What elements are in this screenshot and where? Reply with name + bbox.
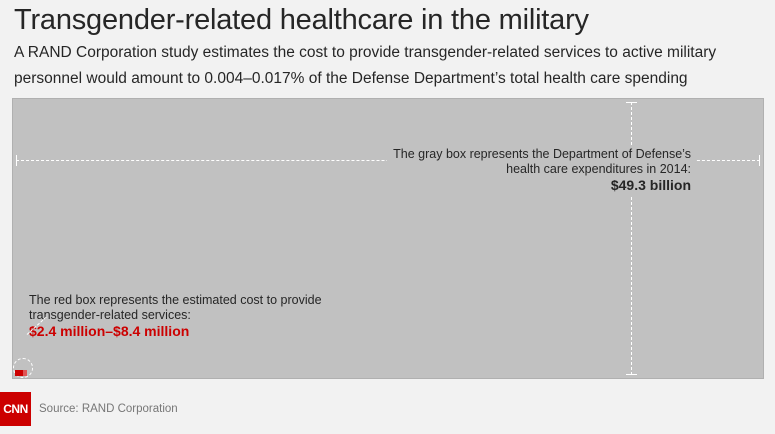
source-note: Source: RAND Corporation [39, 403, 178, 415]
gray-box-annotation: The gray box represents the Department o… [387, 145, 695, 195]
red-box-transgender-cost [15, 370, 23, 376]
red-box-value-sep: – [105, 323, 114, 339]
red-box-range-extension [23, 370, 27, 376]
red-box-label: The red box represents the estimated cos… [29, 293, 322, 322]
chart-title: Transgender-related healthcare in the mi… [14, 4, 589, 36]
cnn-logo: CNN [0, 392, 31, 426]
red-box-value: $2.4 million–$8.4 million [29, 324, 329, 339]
width-tick-left [16, 155, 17, 166]
height-tick-bottom [626, 374, 637, 375]
height-tick-top [626, 102, 637, 103]
width-tick-right [759, 155, 760, 166]
gray-box-dod-spending: The gray box represents the Department o… [12, 98, 764, 379]
height-dimension-line [631, 102, 632, 375]
red-box-value-high: $8.4 million [113, 323, 190, 339]
red-box-value-low: $2.4 million [29, 323, 106, 339]
red-box-highlight-circle [13, 358, 33, 378]
gray-box-value: $49.3 billion [610, 177, 691, 193]
gray-box-label: The gray box represents the Department o… [393, 147, 691, 176]
chart-subtitle: A RAND Corporation study estimates the c… [14, 44, 717, 87]
red-box-annotation: The red box represents the estimated cos… [29, 293, 329, 339]
